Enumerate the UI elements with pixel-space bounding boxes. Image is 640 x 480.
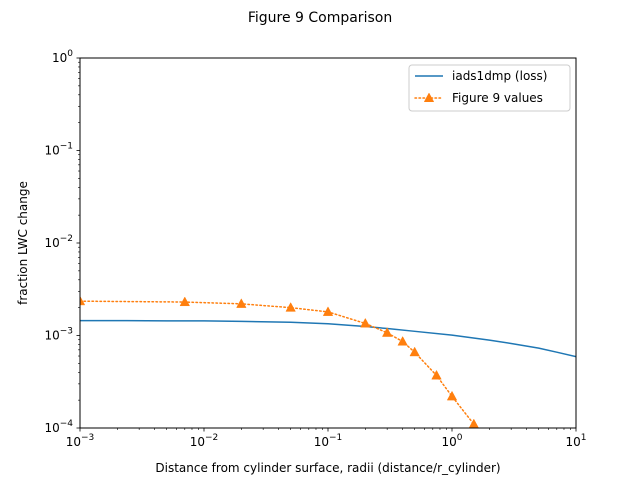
legend-marker [423,92,435,102]
x-axis: 10−3 10−2 10−1 100 101 [66,428,587,449]
series-marker-1 [381,327,393,337]
x-tick-label: 10−3 [66,433,95,449]
legend-box [408,64,571,112]
series-marker-1 [409,346,420,357]
chart-title: Figure 9 Comparison [248,10,392,26]
x-tick-label: 10−1 [314,433,343,449]
y-tick-label: 100 [52,49,73,65]
x-tick-label: 100 [441,433,462,449]
series-marker-1 [431,369,442,380]
x-axis-label: Distance from cylinder surface, radii (d… [155,461,500,475]
x-tick-label: 101 [565,433,586,449]
x-tick-label: 10−2 [190,433,219,449]
y-axis-label: fraction LWC change [16,181,30,305]
y-tick-label: 10−4 [44,419,73,435]
y-tick-label: 10−1 [44,142,73,158]
series-marker-1 [446,390,458,401]
legend-label: iads1dmp (loss) [452,69,547,83]
series-marker-1 [179,296,190,307]
series-marker-1 [322,306,334,316]
y-tick-label: 10−3 [44,327,73,343]
legend: iads1dmp (loss) Figure 9 values [408,64,571,112]
series-line-0 [80,319,576,358]
legend-label: Figure 9 values [452,91,543,105]
y-tick-label: 10−2 [44,234,73,250]
series-layer [80,295,576,428]
series-marker-1 [397,336,408,346]
series-marker-1 [285,302,296,312]
series-marker-1 [80,295,86,306]
y-axis: 10−4 10−3 10−2 10−1 100 [44,49,80,435]
series-marker-1 [360,317,371,328]
series-marker-1 [236,298,247,308]
